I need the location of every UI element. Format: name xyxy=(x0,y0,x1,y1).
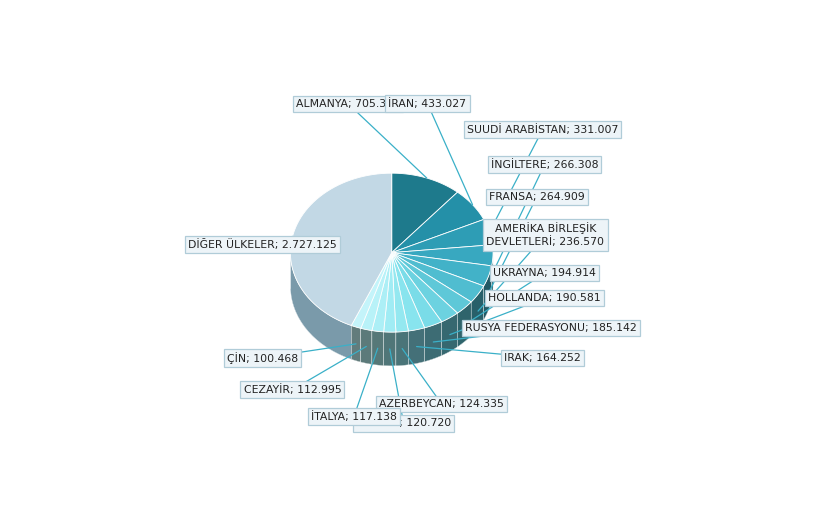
Polygon shape xyxy=(391,173,458,253)
Polygon shape xyxy=(361,328,372,364)
Polygon shape xyxy=(291,256,351,359)
Polygon shape xyxy=(391,286,425,365)
Polygon shape xyxy=(458,302,471,347)
Polygon shape xyxy=(361,253,391,331)
Text: İNGİLTERE; 266.308: İNGİLTERE; 266.308 xyxy=(491,159,598,170)
Text: DİĞER ÜLKELER; 2.727.125: DİĞER ÜLKELER; 2.727.125 xyxy=(189,239,337,250)
Polygon shape xyxy=(351,253,391,328)
Polygon shape xyxy=(351,326,361,362)
Text: IRAK; 164.252: IRAK; 164.252 xyxy=(504,353,581,363)
Polygon shape xyxy=(442,313,458,356)
Polygon shape xyxy=(391,253,492,286)
Text: ALMANYA; 705.316: ALMANYA; 705.316 xyxy=(296,99,400,109)
Text: İTALYA; 117.138: İTALYA; 117.138 xyxy=(311,411,397,422)
Polygon shape xyxy=(391,286,493,300)
Text: HOLLANDA; 190.581: HOLLANDA; 190.581 xyxy=(489,293,601,303)
Text: RUSYA FEDERASYONU; 185.142: RUSYA FEDERASYONU; 185.142 xyxy=(465,323,637,333)
Polygon shape xyxy=(384,286,396,366)
Text: İRAN; 433.027: İRAN; 433.027 xyxy=(389,98,467,109)
Polygon shape xyxy=(391,192,484,253)
Polygon shape xyxy=(391,245,493,266)
Polygon shape xyxy=(471,286,484,336)
Polygon shape xyxy=(291,286,391,359)
Polygon shape xyxy=(391,286,471,347)
Polygon shape xyxy=(391,253,458,322)
Polygon shape xyxy=(361,286,391,364)
Polygon shape xyxy=(391,253,442,328)
Polygon shape xyxy=(372,286,391,366)
Polygon shape xyxy=(391,286,458,356)
Text: UKRAYNA; 194.914: UKRAYNA; 194.914 xyxy=(494,268,596,278)
Polygon shape xyxy=(396,331,408,366)
Polygon shape xyxy=(384,253,396,332)
Text: ÇİN; 100.468: ÇİN; 100.468 xyxy=(227,352,298,364)
Text: FRANSA; 264.909: FRANSA; 264.909 xyxy=(489,192,585,202)
Text: CEZAYİR; 112.995: CEZAYİR; 112.995 xyxy=(244,384,341,395)
Polygon shape xyxy=(384,332,396,366)
Polygon shape xyxy=(391,253,408,332)
Polygon shape xyxy=(351,286,391,362)
Polygon shape xyxy=(391,253,484,302)
Polygon shape xyxy=(408,328,425,365)
Text: AMERİKA BİRLEŞİK
DEVLETLERİ; 236.570: AMERİKA BİRLEŞİK DEVLETLERİ; 236.570 xyxy=(487,222,604,248)
Polygon shape xyxy=(291,173,391,326)
Polygon shape xyxy=(391,286,408,366)
Polygon shape xyxy=(372,331,384,366)
Polygon shape xyxy=(484,266,492,320)
Polygon shape xyxy=(391,253,471,313)
Polygon shape xyxy=(425,322,442,362)
Polygon shape xyxy=(492,253,493,300)
Polygon shape xyxy=(391,253,425,331)
Polygon shape xyxy=(391,286,492,320)
Text: KUVEYT; 120.720: KUVEYT; 120.720 xyxy=(356,418,451,428)
Text: AZERBEYCAN; 124.335: AZERBEYCAN; 124.335 xyxy=(379,399,504,409)
Polygon shape xyxy=(391,286,442,362)
Polygon shape xyxy=(372,253,391,332)
Text: SUUDİ ARABİSTAN; 331.007: SUUDİ ARABİSTAN; 331.007 xyxy=(467,124,618,135)
Polygon shape xyxy=(391,219,493,253)
Polygon shape xyxy=(391,286,484,336)
